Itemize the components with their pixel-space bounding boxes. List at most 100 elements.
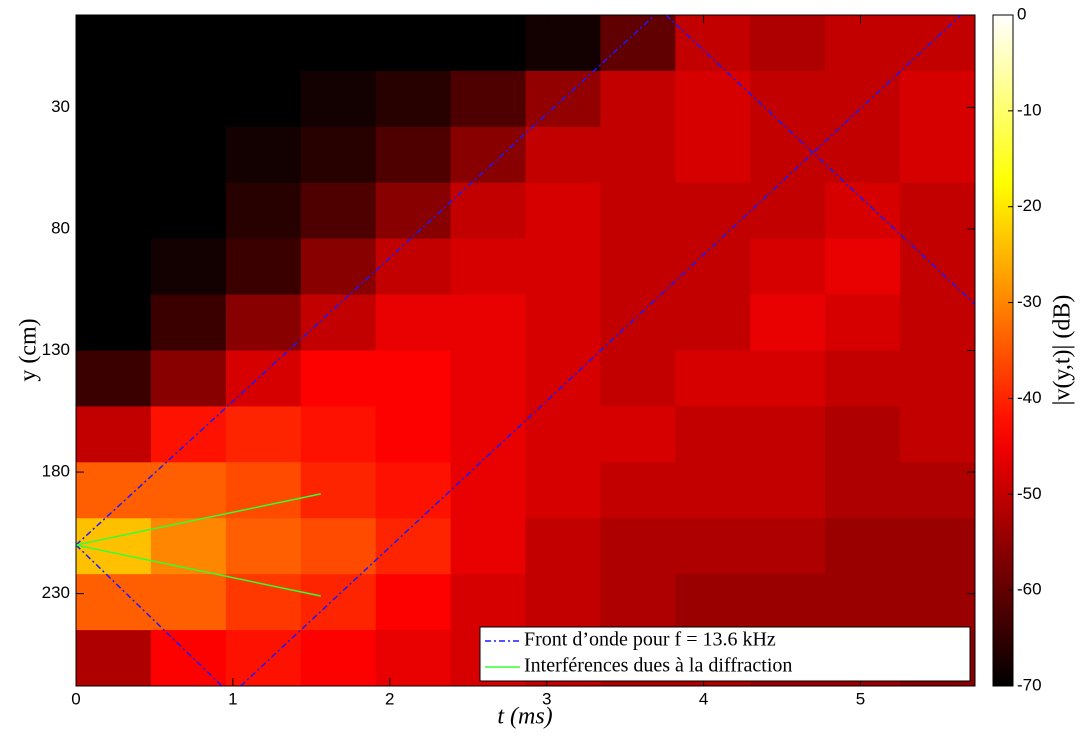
heatmap-cell (900, 462, 975, 519)
heatmap-cell (525, 406, 601, 463)
series-line (76, 15, 975, 686)
x-tick-label: 0 (71, 689, 80, 708)
heatmap-cell (600, 518, 676, 575)
colorbar (992, 14, 1014, 687)
heatmap-cell (825, 238, 901, 296)
heatmap-cell (375, 630, 452, 686)
heatmap-cell (450, 574, 526, 631)
heatmap-cell (900, 126, 975, 184)
heatmap-cell (375, 406, 452, 463)
y-tick-label: 180 (42, 462, 70, 481)
heatmap-cell (525, 126, 601, 184)
heatmap-cell (225, 574, 302, 631)
heatmap-cell (450, 70, 526, 128)
x-axis-label: t (ms) (497, 704, 552, 730)
heatmap-cell (600, 15, 676, 72)
heatmap-cell (300, 350, 377, 407)
heatmap-cell (450, 238, 526, 296)
heatmap-cell (76, 294, 152, 351)
colorbar-tick-label: 0 (1017, 4, 1026, 23)
legend-label: Interférences dues à la diffraction (524, 655, 792, 677)
x-tick-label: 4 (699, 689, 708, 708)
heatmap-cell (600, 350, 676, 407)
heatmap-cell (600, 574, 676, 631)
heatmap-cell (225, 15, 302, 72)
heatmap-cell (300, 126, 377, 184)
heatmap-cell (300, 518, 377, 575)
heatmap-cell (76, 182, 152, 240)
heatmap-cell (825, 406, 901, 463)
heatmap-cell (150, 406, 227, 463)
heatmap-cell (375, 294, 452, 351)
heatmap-cell (225, 350, 302, 407)
heatmap-cell (600, 406, 676, 463)
heatmap-cell (825, 126, 901, 184)
heatmap-cell (76, 574, 152, 631)
heatmap-cell (750, 574, 826, 631)
heatmap-cell (225, 462, 302, 519)
heatmap-cell (225, 182, 302, 240)
heatmap-cell (525, 294, 601, 351)
heatmap-cell (900, 15, 975, 72)
heatmap-cell (150, 630, 227, 686)
heatmap-cell (900, 350, 975, 407)
heatmap-cell (300, 462, 377, 519)
y-tick-label: 130 (42, 340, 70, 359)
x-tick-label: 1 (228, 689, 237, 708)
heatmap-cell (225, 238, 302, 296)
y-tick-label: 80 (51, 218, 70, 237)
heatmap-cell (150, 70, 227, 128)
heatmap-cell (300, 238, 377, 296)
heatmap-cell (150, 238, 227, 296)
heatmap-cell (825, 462, 901, 519)
heatmap-cell (900, 294, 975, 351)
heatmap-cell (750, 70, 826, 128)
y-tick-label: 30 (51, 97, 70, 116)
heatmap-cell (450, 15, 526, 72)
heatmap-cell (750, 238, 826, 296)
heatmap-cell (150, 15, 227, 72)
heatmap-cell (150, 518, 227, 575)
heatmap-cell (750, 15, 826, 72)
colorbar-tick-label: -70 (1017, 675, 1042, 694)
heatmap-cell (76, 15, 152, 72)
heatmap-cell (525, 462, 601, 519)
heatmap-cell (825, 294, 901, 351)
heatmap-cell (76, 126, 152, 184)
heatmap-cell (600, 238, 676, 296)
heatmap-cell (675, 294, 751, 351)
heatmap-cell (750, 182, 826, 240)
heatmap-cell (525, 182, 601, 240)
heatmap-cell (675, 406, 751, 463)
heatmap-cell (450, 294, 526, 351)
colorbar-tick-label: -60 (1017, 580, 1042, 599)
colorbar-tick-label: -20 (1017, 196, 1042, 215)
heatmap-cell (76, 630, 152, 686)
heatmap-cell (825, 574, 901, 631)
heatmap-cell (225, 406, 302, 463)
heatmap-cell (600, 462, 676, 519)
heatmap-cell (675, 462, 751, 519)
heatmap-cell (450, 350, 526, 407)
heatmap-cell (76, 462, 152, 519)
overlay-lines (76, 15, 975, 686)
heatmap-cell (225, 518, 302, 575)
colorbar-tick-label: -10 (1017, 100, 1042, 119)
heatmap-cell (450, 406, 526, 463)
heatmap-cell (525, 350, 601, 407)
heatmap-cell (825, 15, 901, 72)
heatmap-cell (900, 70, 975, 128)
heatmap-cell (150, 574, 227, 631)
colorbar-label: |v(y,t)| (dB) (1050, 295, 1076, 406)
heatmap-cell (300, 70, 377, 128)
heatmap-cell (675, 518, 751, 575)
heatmap-cell (375, 518, 452, 575)
y-axis-label: y (cm) (16, 318, 42, 381)
heatmap-cell (750, 462, 826, 519)
heatmap-cell (150, 462, 227, 519)
heatmap-cell (375, 462, 452, 519)
heatmap-cell (76, 518, 152, 575)
heatmap-cell (450, 126, 526, 184)
heatmap-cell (675, 574, 751, 631)
heatmap-cell (900, 182, 975, 240)
